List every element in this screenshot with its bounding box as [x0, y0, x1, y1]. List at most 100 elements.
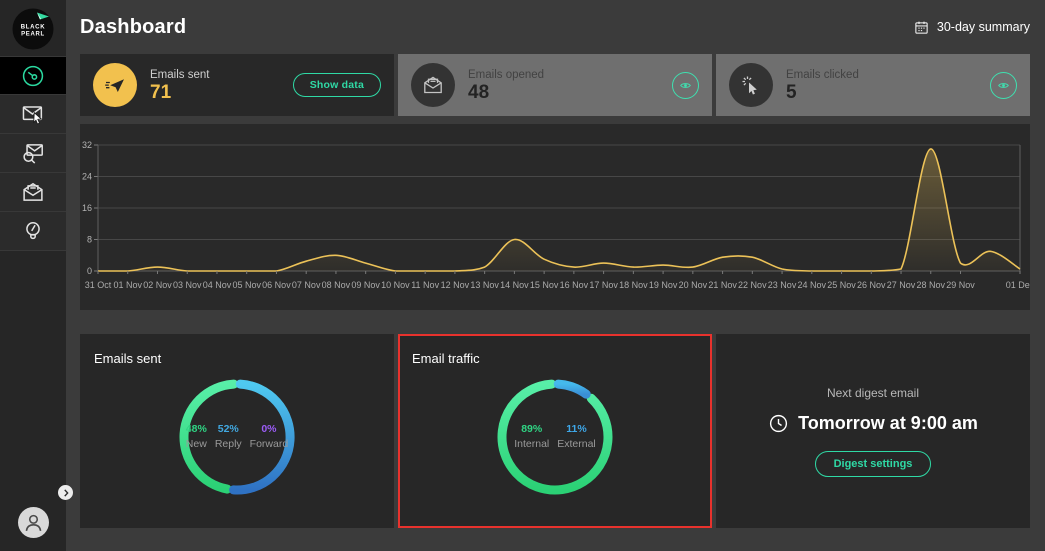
calendar-icon	[915, 21, 928, 34]
donut-legend-item: 11% External	[557, 423, 596, 451]
email-opened-icon	[411, 63, 455, 107]
svg-text:24 Nov: 24 Nov	[798, 280, 827, 290]
page-title: Dashboard	[80, 15, 187, 38]
svg-text:15 Nov: 15 Nov	[530, 280, 559, 290]
sidebar-item-opened-emails[interactable]	[0, 173, 66, 212]
emails-sent-donut-chart: 48% New 52% Reply 0% Forward	[170, 370, 304, 504]
sidebar-item-sent-emails[interactable]	[0, 95, 66, 134]
emails-sent-line-chart: 0 8 16 24 32 31 Oct 01 Nov 02 Nov 03 Nov 04 Nov 05…	[82, 140, 1030, 290]
svg-text:12 Nov: 12 Nov	[441, 280, 470, 290]
sidebar-expand-button[interactable]	[58, 485, 73, 500]
stat-cards-row: Emails sent 71 Show data Emails opened	[80, 54, 1030, 116]
svg-text:17 Nov: 17 Nov	[589, 280, 618, 290]
svg-text:25 Nov: 25 Nov	[827, 280, 856, 290]
clock-icon	[770, 414, 788, 432]
svg-text:11 Nov: 11 Nov	[411, 280, 439, 290]
email-traffic-donut-chart: 89% Internal 11% External	[488, 370, 622, 504]
svg-text:03 Nov: 03 Nov	[173, 280, 202, 290]
digest-label: Next digest email	[826, 385, 920, 400]
stat-value: 48	[468, 81, 490, 103]
brand-logo[interactable]: BLACK PEARL	[0, 0, 66, 56]
svg-text:06 Nov: 06 Nov	[262, 280, 291, 290]
svg-text:31 Oct: 31 Oct	[85, 280, 112, 290]
chevron-right-icon	[63, 488, 69, 497]
email-cursor-icon	[22, 106, 43, 125]
svg-text:28 Nov: 28 Nov	[917, 280, 946, 290]
svg-text:21 Nov: 21 Nov	[708, 280, 737, 290]
card-title: Email traffic	[412, 351, 480, 366]
donut-legend-item: 89% Internal	[514, 423, 550, 451]
donut-legend-item: 0% Forward	[249, 423, 289, 451]
svg-text:26 Nov: 26 Nov	[857, 280, 886, 290]
donut-legend: 48% New 52% Reply 0% Forward	[170, 370, 304, 504]
main-content: Dashboard 30-day summary	[66, 0, 1045, 551]
dashboard-gauge-icon	[22, 65, 44, 86]
svg-text:02 Nov: 02 Nov	[143, 280, 172, 290]
show-chart-eye-button[interactable]	[672, 71, 699, 99]
donut-legend-item: 52% Reply	[214, 423, 242, 451]
sidebar-item-tips[interactable]	[0, 212, 66, 251]
svg-text:8: 8	[87, 235, 92, 245]
svg-text:22 Nov: 22 Nov	[738, 280, 767, 290]
email-activity-chart-panel: 0 8 16 24 32 31 Oct 01 Nov 02 Nov 03 Nov 04 Nov 05…	[80, 124, 1030, 310]
logo-text-line2: PEARL	[21, 32, 45, 38]
email-traffic-breakdown-card[interactable]: Email traffic 89% Internal 11% External	[398, 334, 712, 528]
black-pearl-logo-icon: BLACK PEARL	[12, 8, 54, 50]
eye-icon	[998, 82, 1009, 88]
svg-text:18 Nov: 18 Nov	[619, 280, 648, 290]
donut-legend-item: 48% New	[185, 423, 207, 451]
show-chart-eye-button[interactable]	[990, 71, 1017, 99]
stat-value: 5	[786, 81, 797, 103]
svg-text:14 Nov: 14 Nov	[500, 280, 529, 290]
email-opened-icon	[23, 182, 43, 201]
send-plane-icon	[93, 63, 137, 107]
show-data-button[interactable]: Show data	[292, 73, 381, 97]
digest-time: Tomorrow at 9:00 am	[798, 412, 978, 433]
stat-label: Emails opened	[468, 68, 545, 81]
sidebar-nav	[0, 56, 66, 251]
svg-text:08 Nov: 08 Nov	[322, 280, 351, 290]
stat-card-emails-sent: Emails sent 71 Show data	[80, 54, 394, 116]
svg-text:29 Nov: 29 Nov	[946, 280, 975, 290]
svg-text:20 Nov: 20 Nov	[679, 280, 708, 290]
stat-label: Emails clicked	[786, 68, 859, 81]
svg-text:27 Nov: 27 Nov	[887, 280, 916, 290]
digest-settings-button[interactable]: Digest settings	[814, 450, 932, 477]
stat-card-emails-clicked: Emails clicked 5	[716, 54, 1030, 116]
svg-text:16: 16	[82, 203, 92, 213]
click-cursor-icon	[729, 63, 773, 107]
svg-text:10 Nov: 10 Nov	[381, 280, 410, 290]
svg-text:13 Nov: 13 Nov	[470, 280, 499, 290]
person-icon	[25, 514, 42, 531]
digest-card: Next digest email Tomorrow at 9:00 am Di…	[716, 334, 1030, 528]
email-search-icon	[23, 144, 43, 164]
sidebar-item-search-emails[interactable]	[0, 134, 66, 173]
breakdown-cards-row: Emails sent 48% New 52% Reply 0% Forward Emai…	[80, 334, 1030, 528]
logo-text-line1: BLACK	[21, 25, 46, 31]
svg-text:05 Nov: 05 Nov	[232, 280, 261, 290]
svg-text:0: 0	[87, 266, 92, 276]
svg-text:01 Nov: 01 Nov	[113, 280, 142, 290]
sidebar-item-dashboard[interactable]	[0, 56, 66, 95]
idea-bulb-icon	[26, 222, 40, 240]
svg-text:19 Nov: 19 Nov	[649, 280, 678, 290]
svg-text:23 Nov: 23 Nov	[768, 280, 797, 290]
svg-text:04 Nov: 04 Nov	[203, 280, 232, 290]
svg-text:32: 32	[82, 140, 92, 150]
svg-text:16 Nov: 16 Nov	[560, 280, 589, 290]
user-avatar[interactable]	[18, 507, 49, 538]
svg-text:09 Nov: 09 Nov	[351, 280, 380, 290]
stat-card-emails-opened: Emails opened 48	[398, 54, 712, 116]
summary-range-label: 30-day summary	[936, 20, 1030, 34]
donut-legend: 89% Internal 11% External	[488, 370, 622, 504]
summary-range-control[interactable]: 30-day summary	[914, 20, 1030, 35]
svg-text:07 Nov: 07 Nov	[292, 280, 321, 290]
svg-text:01 Dec: 01 Dec	[1006, 280, 1030, 290]
sidebar: BLACK PEARL	[0, 0, 73, 551]
stat-value: 71	[150, 81, 172, 103]
card-title: Emails sent	[94, 351, 162, 366]
eye-icon	[680, 82, 691, 88]
svg-text:24: 24	[82, 172, 92, 182]
emails-sent-breakdown-card[interactable]: Emails sent 48% New 52% Reply 0% Forward	[80, 334, 394, 528]
